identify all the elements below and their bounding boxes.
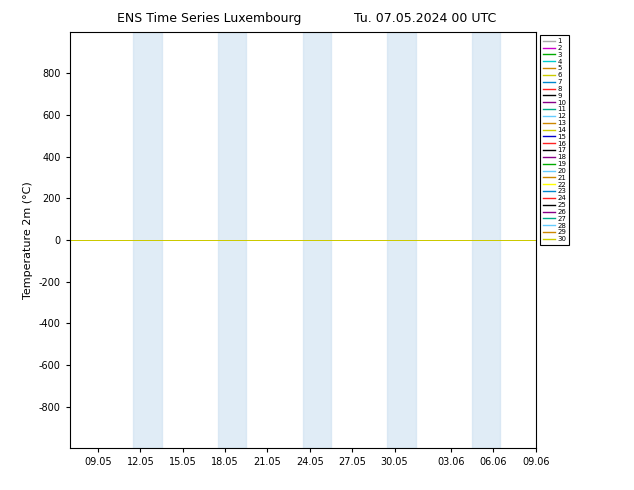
- Bar: [133, 32, 162, 448]
- Bar: [218, 32, 246, 448]
- Bar: [303, 32, 331, 448]
- Y-axis label: Temperature 2m (°C): Temperature 2m (°C): [23, 181, 33, 299]
- Legend: 1, 2, 3, 4, 5, 6, 7, 8, 9, 10, 11, 12, 13, 14, 15, 16, 17, 18, 19, 20, 21, 22, 2: 1, 2, 3, 4, 5, 6, 7, 8, 9, 10, 11, 12, 1…: [540, 35, 569, 245]
- Text: Tu. 07.05.2024 00 UTC: Tu. 07.05.2024 00 UTC: [354, 12, 496, 25]
- Bar: [387, 32, 416, 448]
- Bar: [472, 32, 500, 448]
- Text: ENS Time Series Luxembourg: ENS Time Series Luxembourg: [117, 12, 301, 25]
